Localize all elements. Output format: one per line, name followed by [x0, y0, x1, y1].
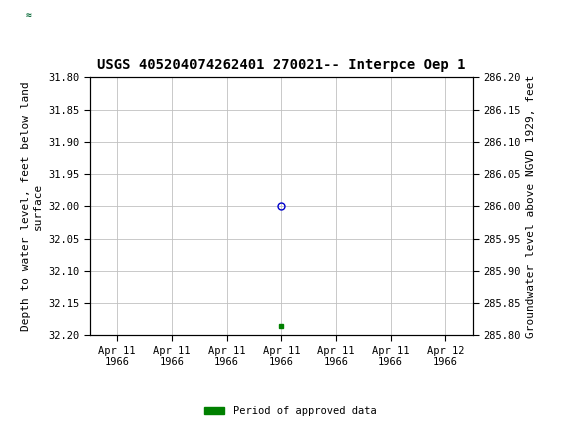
Title: USGS 405204074262401 270021-- Interpce Oep 1: USGS 405204074262401 270021-- Interpce O… — [97, 58, 466, 72]
Text: USGS: USGS — [61, 13, 97, 28]
Legend: Period of approved data: Period of approved data — [200, 402, 380, 421]
Text: ≈: ≈ — [26, 9, 32, 31]
Y-axis label: Groundwater level above NGVD 1929, feet: Groundwater level above NGVD 1929, feet — [526, 75, 536, 338]
Y-axis label: Depth to water level, feet below land
surface: Depth to water level, feet below land su… — [21, 82, 43, 331]
Bar — [5, 5, 54, 36]
